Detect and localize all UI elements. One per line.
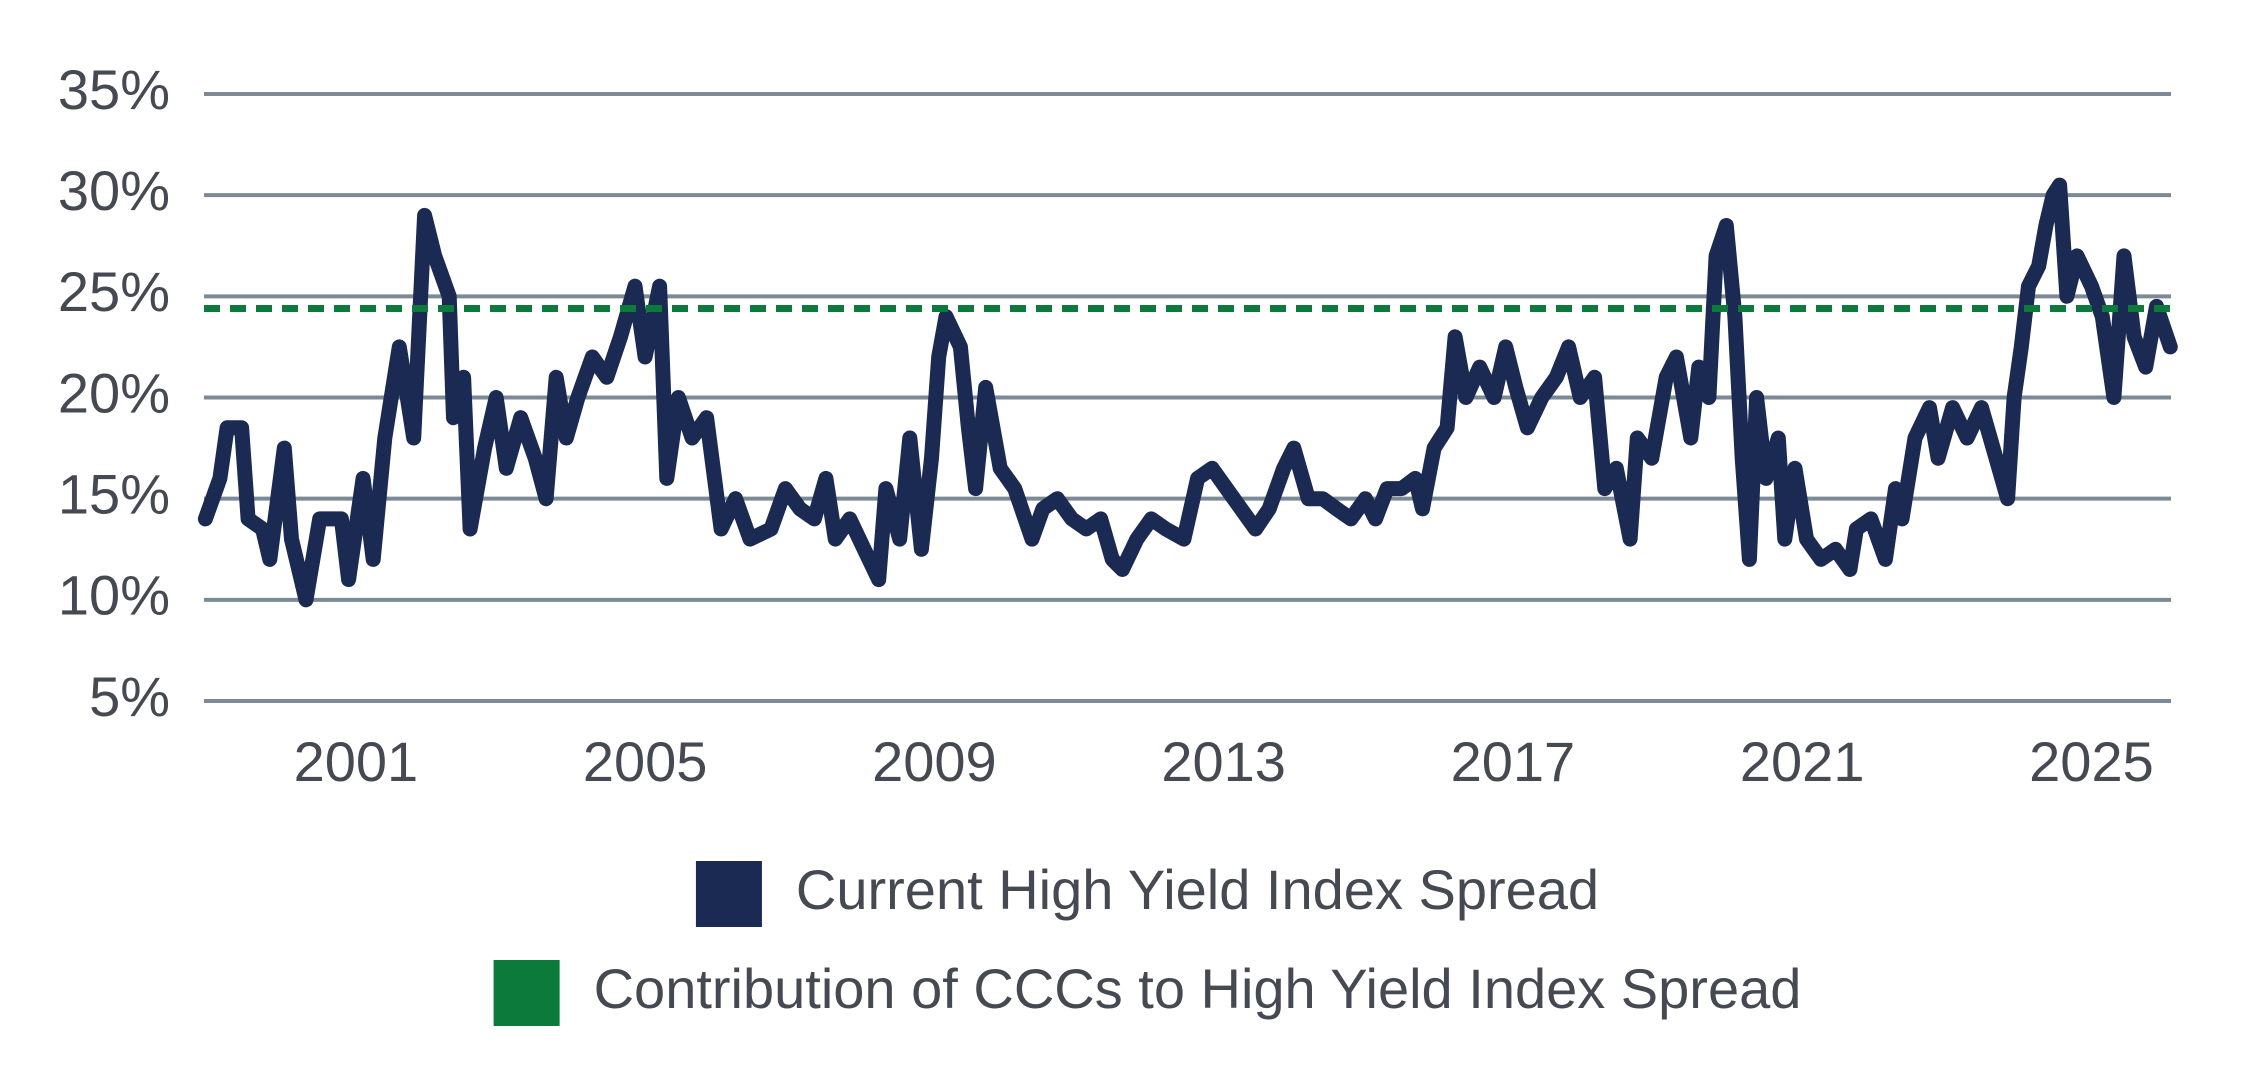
x-tick-label: 2025	[2029, 730, 2154, 793]
y-tick-label: 30%	[58, 159, 170, 222]
y-tick-label: 35%	[58, 58, 170, 121]
legend-label: Contribution of CCCs to High Yield Index…	[594, 957, 1802, 1020]
y-tick-label: 15%	[58, 462, 170, 525]
x-tick-label: 2021	[1740, 730, 1865, 793]
y-tick-label: 20%	[58, 361, 170, 424]
x-tick-label: 2017	[1451, 730, 1576, 793]
x-tick-label: 2005	[583, 730, 708, 793]
x-tick-label: 2001	[294, 730, 419, 793]
legend-swatch	[493, 960, 560, 1026]
y-tick-label: 10%	[58, 564, 170, 627]
y-tick-label: 25%	[58, 260, 170, 323]
y-tick-label: 5%	[89, 665, 170, 728]
x-tick-label: 2013	[1161, 730, 1286, 793]
legend-label: Current High Yield Index Spread	[796, 858, 1599, 921]
x-tick-label: 2009	[872, 730, 997, 793]
series-line	[197, 177, 2178, 608]
legend-swatch	[695, 861, 762, 927]
